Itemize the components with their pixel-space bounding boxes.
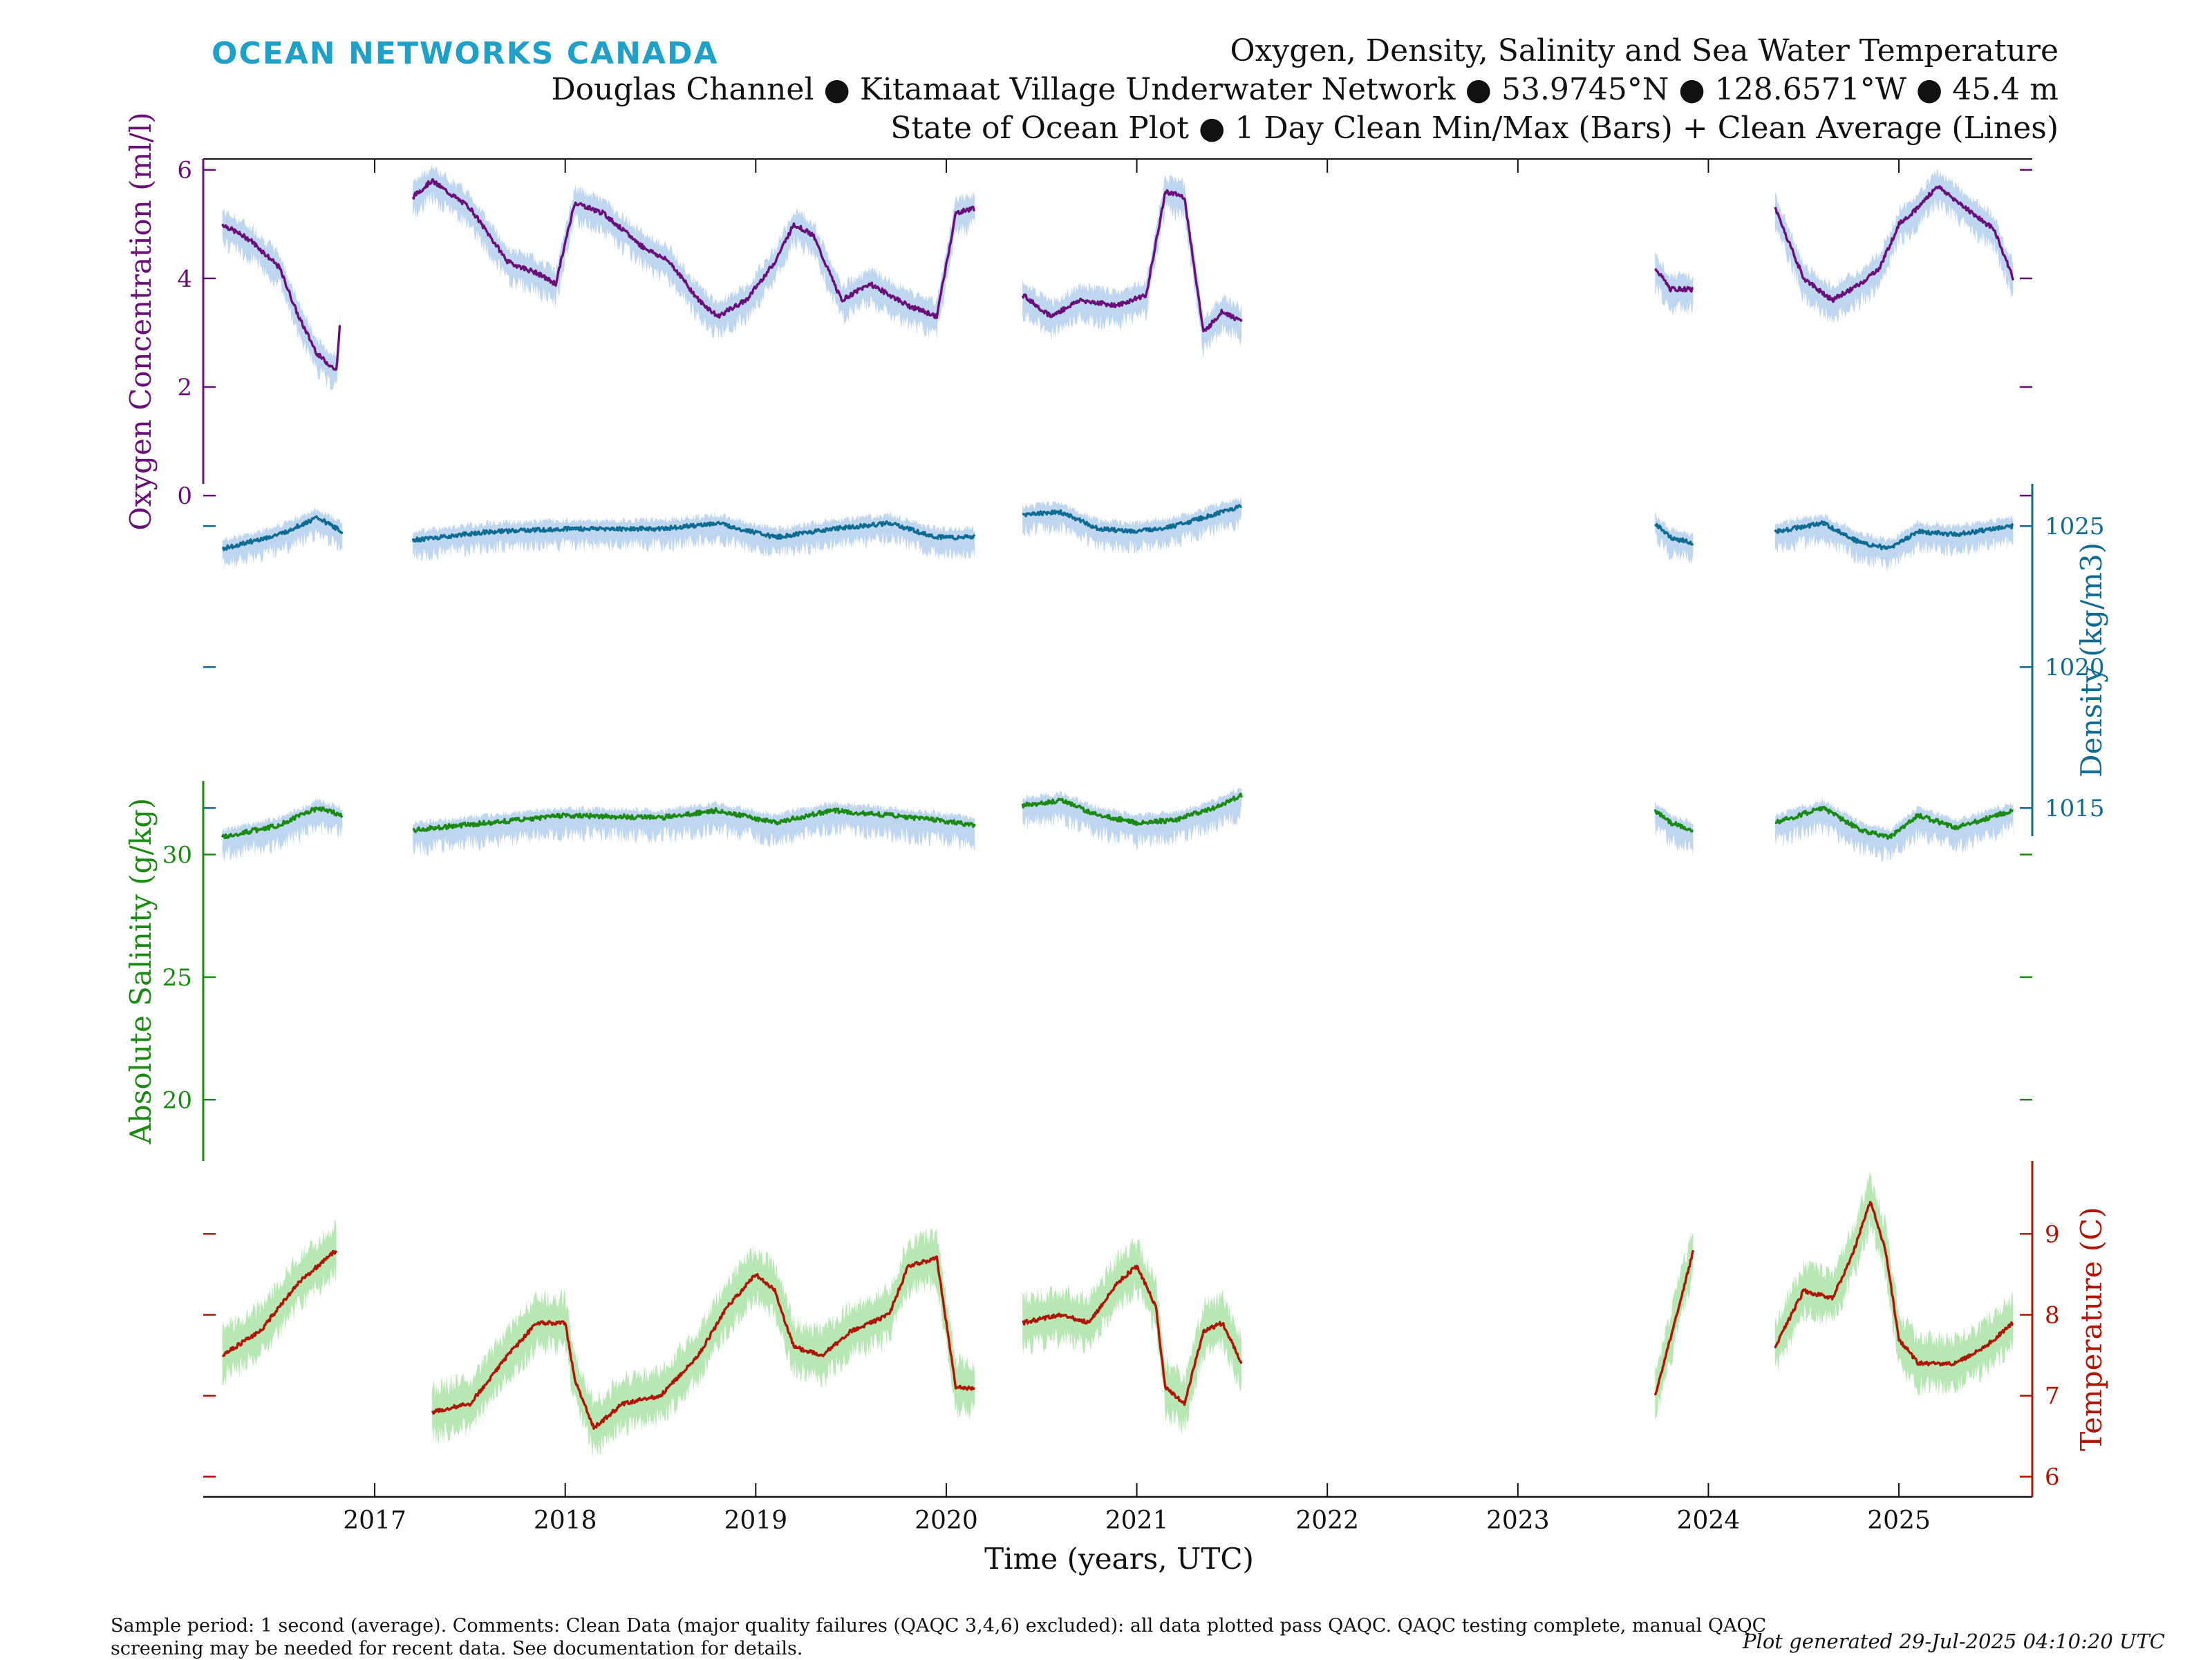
series-line-temperature [431,1255,975,1430]
chart-header: Oxygen, Density, Salinity and Sea Water … [551,32,2059,148]
series-line-absolute-salinity [1653,809,1694,833]
series-line-oxygen [1654,267,1694,293]
series-line-density [1653,522,1694,546]
y-tick-label: 6 [177,157,192,185]
minmax-band-density [413,511,975,563]
series-line-density [221,515,344,551]
y-tick-label: 8 [2045,1302,2060,1330]
x-tick-label: 2025 [1867,1507,1931,1535]
y-tick-label: 0 [177,482,192,510]
minmax-band-oxygen [1774,169,2014,325]
series-line-absolute-salinity [1774,806,2014,840]
x-tick-label: 2024 [1677,1507,1741,1535]
y-tick-label: 9 [2045,1220,2060,1248]
y-tick-label: 4 [177,265,192,293]
minmax-band-temperature [1022,1236,1242,1435]
minmax-band-absolute-salinity [1022,786,1242,850]
minmax-band-oxygen [1022,173,1242,359]
series-line-oxygen [411,178,975,319]
minmax-band-absolute-salinity [413,800,975,856]
chart-subtitle: Douglas Channel ● Kitamaat Village Under… [551,72,2059,107]
footer-note: Sample period: 1 second (average). Comme… [111,1615,1767,1659]
series-line-oxygen [221,223,341,371]
x-tick-label: 2022 [1295,1507,1359,1535]
series-line-absolute-salinity [412,807,976,833]
minmax-band-temperature [431,1229,975,1458]
series-line-absolute-salinity [221,806,344,840]
x-tick-label: 2023 [1486,1507,1550,1535]
x-tick-label: 2020 [915,1507,978,1535]
minmax-band-oxygen [1655,251,1694,315]
y-tick-label: 7 [2045,1383,2060,1411]
minmax-band-absolute-salinity [1774,798,2014,862]
minmax-band-temperature [1774,1171,2014,1397]
y-axis-label-3: Temperature (C) [2074,1207,2108,1451]
series-line-oxygen [1774,185,2015,303]
x-tick-label: 2019 [724,1507,788,1535]
y-tick-label: 6 [2045,1464,2060,1491]
minmax-band-temperature [222,1219,337,1386]
y-tick-label: 30 [162,841,192,869]
x-tick-label: 2018 [534,1507,597,1535]
chart-plot-type: State of Ocean Plot ● 1 Day Clean Min/Ma… [890,111,2059,146]
y-axis-label-1: Density (kg/m3) [2074,543,2108,777]
series-line-density [411,520,976,543]
series-line-temperature [1774,1200,2014,1367]
series-line-density [1022,504,1242,534]
chart-axes: 2017 2018 2019 2020 2021 2022 2023 2024 20250246… [124,112,2108,1535]
minmax-bands [222,164,2014,1458]
minmax-band-oxygen [222,207,340,391]
series-line-density [1774,520,2014,551]
y-axis-label-2: Absolute Salinity (g/kg) [124,798,158,1145]
minmax-band-density [222,507,343,569]
y-tick-label: 1015 [2045,795,2105,822]
minmax-band-density [1022,496,1242,555]
average-lines [221,178,2015,1430]
series-line-temperature [1653,1249,1695,1396]
series-line-temperature [1022,1265,1243,1406]
brand-logo: OCEAN NETWORKS CANADA [212,36,719,71]
minmax-band-oxygen [413,164,975,341]
y-tick-label: 2 [177,374,192,402]
y-tick-label: 1025 [2045,513,2105,540]
series-line-temperature [221,1249,338,1357]
x-tick-label: 2021 [1105,1507,1169,1535]
series-line-absolute-salinity [1021,793,1243,827]
y-tick-label: 25 [162,964,192,992]
minmax-band-absolute-salinity [222,798,343,862]
generated-timestamp: Plot generated 29-Jul-2025 04:10:20 UTC [1743,1630,2165,1653]
y-tick-label: 1020 [2045,654,2105,681]
series-line-oxygen [1021,189,1243,332]
y-tick-label: 20 [162,1086,192,1114]
x-tick-label: 2017 [343,1507,406,1535]
y-axis-label-0: Oxygen Concentration (ml/l) [124,112,158,531]
chart-title: Oxygen, Density, Salinity and Sea Water … [1230,33,2059,68]
x-axis-label: Time (years, UTC) [984,1542,1254,1576]
minmax-band-density [1774,512,2014,572]
